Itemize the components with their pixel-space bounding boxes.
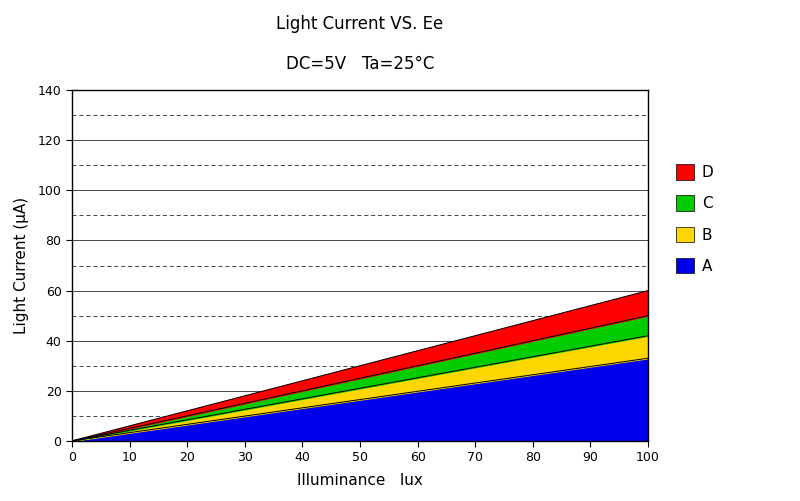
Legend: D, C, B, A: D, C, B, A bbox=[673, 161, 717, 277]
X-axis label: Illuminance   lux: Illuminance lux bbox=[297, 472, 423, 487]
Y-axis label: Light Current (μA): Light Current (μA) bbox=[14, 197, 30, 334]
Text: DC=5V   Ta=25°C: DC=5V Ta=25°C bbox=[286, 55, 434, 73]
Text: Light Current VS. Ee: Light Current VS. Ee bbox=[276, 15, 444, 33]
